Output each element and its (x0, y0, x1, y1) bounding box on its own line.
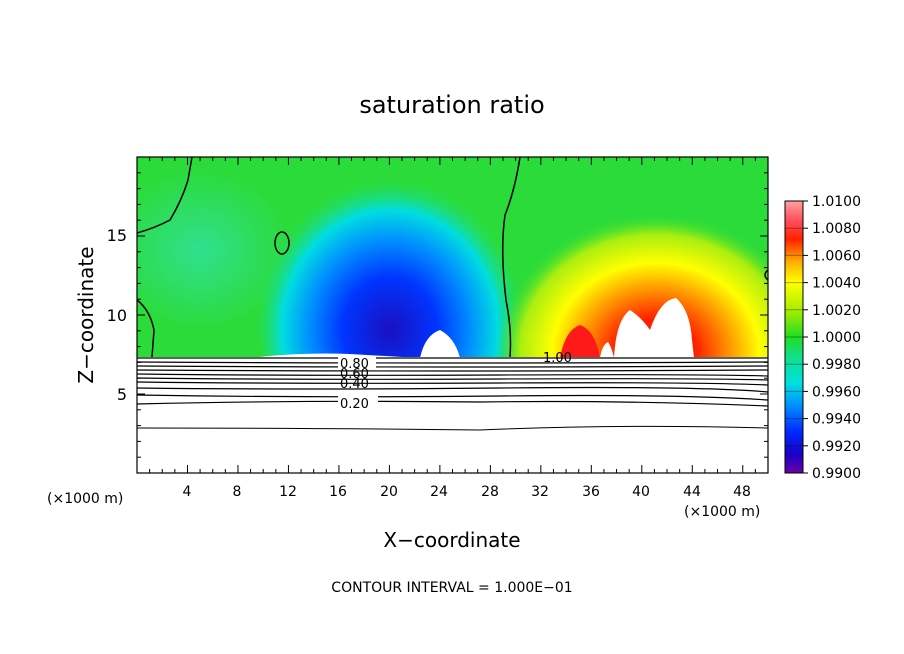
x-tick-label: 36 (582, 484, 600, 500)
colorbar-label: 1.0100 (812, 194, 861, 210)
y-axis-label: Z−coordinate (74, 246, 98, 383)
colorbar-label: 0.9900 (812, 466, 861, 482)
lower-contours (136, 357, 769, 431)
heatmap-field (137, 157, 768, 357)
colorbar-label: 1.0080 (812, 221, 861, 237)
x-tick-label: 44 (683, 484, 701, 500)
upper-contours (137, 157, 768, 357)
x-unit-left: (×1000 m) (47, 491, 123, 507)
x-unit-right: (×1000 m) (684, 504, 760, 520)
colorbar-label: 0.9980 (812, 357, 861, 373)
x-tick-label: 8 (233, 484, 242, 500)
colorbar-label: 0.9940 (812, 412, 861, 428)
x-tick-label: 32 (531, 484, 549, 500)
y-tick-label: 15 (107, 226, 127, 245)
contour-label-040: 0.40 (340, 377, 369, 392)
contour-labels: 0.80 0.60 0.40 0.20 1.00 (338, 351, 572, 412)
y-tick-label: 5 (117, 385, 127, 404)
contour-label-080: 0.80 (340, 357, 369, 372)
x-tick-labels: 4 8 12 16 20 24 28 32 36 40 44 48 (183, 484, 751, 500)
x-tick-label: 28 (481, 484, 499, 500)
chart-title: saturation ratio (359, 91, 544, 119)
colorbar-label: 1.0000 (812, 330, 861, 346)
x-tick-label: 12 (279, 484, 297, 500)
x-tick-label: 20 (380, 484, 398, 500)
x-tick-label: 4 (183, 484, 192, 500)
axis-ticks (137, 157, 768, 473)
x-tick-label: 40 (632, 484, 650, 500)
x-tick-label: 16 (329, 484, 347, 500)
y-tick-label: 10 (107, 306, 127, 325)
colorbar-label: 1.0060 (812, 248, 861, 264)
x-axis-label: X−coordinate (383, 528, 520, 552)
colorbar-label: 1.0020 (812, 303, 861, 319)
colorbar-label: 0.9920 (812, 439, 861, 455)
x-tick-label: 48 (733, 484, 751, 500)
colorbar: 1.0100 1.0080 1.0060 1.0040 1.0020 1.0000 0.99… (784, 194, 861, 482)
colorbar-label: 0.9960 (812, 384, 861, 400)
colorbar-label: 1.0040 (812, 276, 861, 292)
contour-interval-note: CONTOUR INTERVAL = 1.000E−01 (331, 580, 572, 596)
contour-label-020: 0.20 (340, 397, 369, 412)
y-tick-labels: 5 10 15 (107, 226, 127, 404)
contour-label-100: 1.00 (543, 351, 572, 366)
x-tick-label: 24 (430, 484, 448, 500)
contour-label-060: 0.60 (340, 367, 369, 382)
